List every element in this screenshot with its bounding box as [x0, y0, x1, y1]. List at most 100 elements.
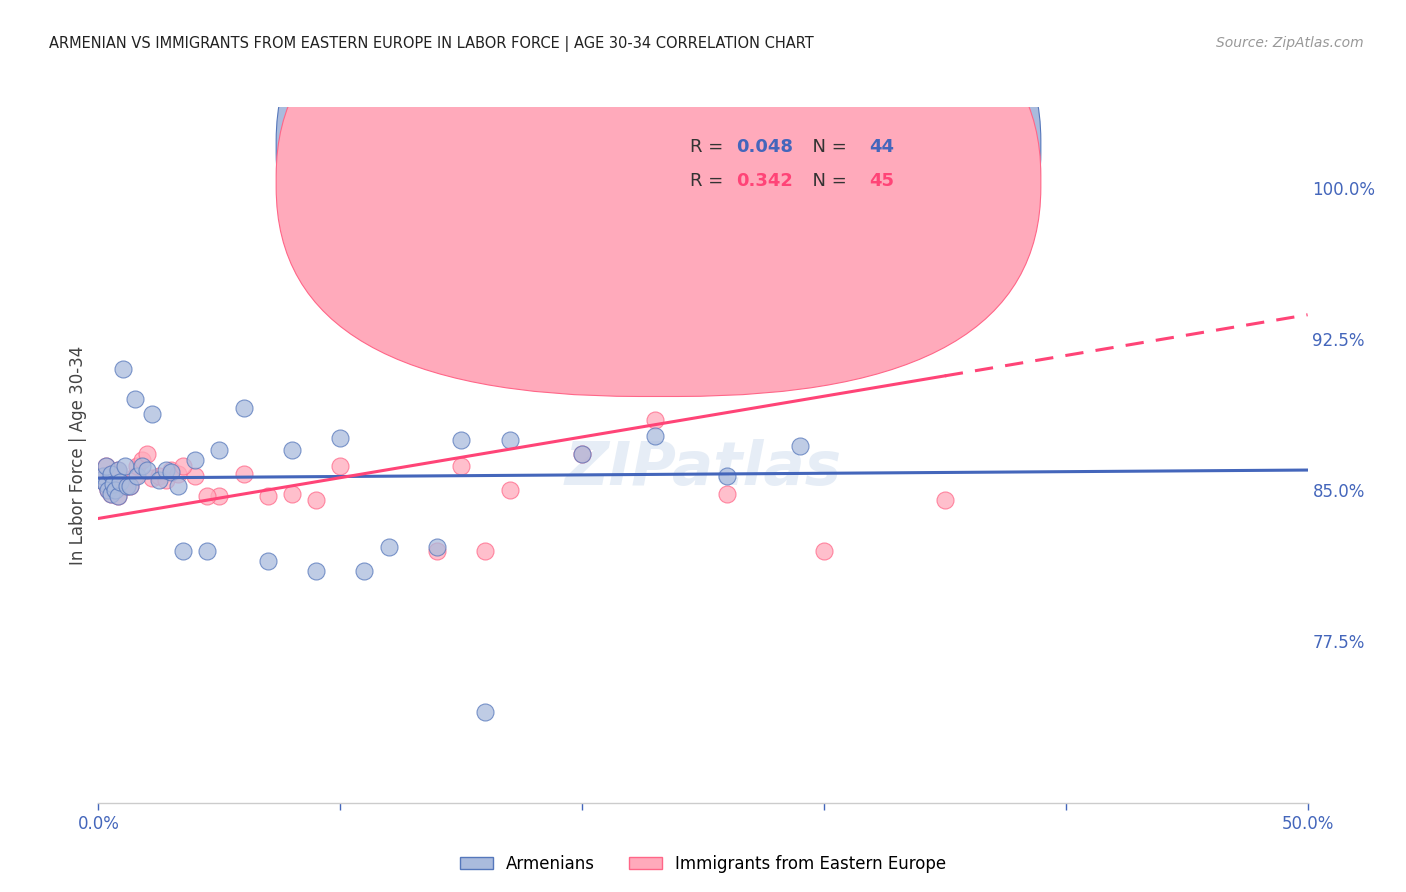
- Text: R =: R =: [690, 172, 730, 191]
- Text: 45: 45: [869, 172, 894, 191]
- FancyBboxPatch shape: [613, 118, 976, 211]
- Point: [118, 479, 141, 493]
- Point: [172, 543, 194, 558]
- Point: [108, 475, 131, 490]
- Point: [94, 458, 117, 473]
- Point: [91, 469, 114, 483]
- Point: [101, 477, 124, 491]
- Point: [256, 489, 278, 503]
- Point: [108, 475, 131, 490]
- Point: [353, 318, 375, 332]
- Point: [127, 458, 149, 473]
- Point: [426, 543, 449, 558]
- Point: [114, 458, 136, 473]
- Point: [117, 479, 139, 493]
- Point: [450, 458, 472, 473]
- Point: [498, 483, 520, 498]
- Point: [474, 705, 496, 719]
- Point: [813, 543, 835, 558]
- Y-axis label: In Labor Force | Age 30-34: In Labor Force | Age 30-34: [69, 345, 87, 565]
- Point: [498, 433, 520, 447]
- Point: [101, 477, 124, 491]
- Point: [353, 564, 375, 578]
- Point: [97, 483, 120, 498]
- Text: ARMENIAN VS IMMIGRANTS FROM EASTERN EUROPE IN LABOR FORCE | AGE 30-34 CORRELATIO: ARMENIAN VS IMMIGRANTS FROM EASTERN EURO…: [49, 36, 814, 52]
- Point: [94, 477, 117, 491]
- Point: [167, 479, 190, 493]
- Legend: Armenians, Immigrants from Eastern Europe: Armenians, Immigrants from Eastern Europ…: [453, 848, 953, 880]
- Point: [450, 433, 472, 447]
- Point: [934, 493, 956, 508]
- Point: [305, 493, 328, 508]
- Point: [107, 463, 129, 477]
- Point: [100, 487, 122, 501]
- Point: [571, 447, 593, 461]
- Point: [256, 554, 278, 568]
- Point: [107, 463, 129, 477]
- Point: [100, 467, 122, 481]
- Point: [118, 479, 141, 493]
- Point: [377, 540, 399, 554]
- Point: [141, 471, 163, 485]
- Point: [195, 543, 218, 558]
- Point: [377, 322, 399, 336]
- Point: [305, 564, 328, 578]
- Point: [160, 463, 183, 477]
- Text: Source: ZipAtlas.com: Source: ZipAtlas.com: [1216, 36, 1364, 50]
- Text: N =: N =: [801, 172, 853, 191]
- Point: [141, 407, 163, 421]
- Point: [100, 467, 122, 481]
- Point: [716, 487, 738, 501]
- Point: [167, 467, 190, 481]
- Point: [474, 543, 496, 558]
- Point: [281, 442, 304, 457]
- Point: [644, 429, 666, 443]
- Point: [90, 473, 112, 487]
- Point: [127, 469, 149, 483]
- Point: [195, 489, 218, 503]
- Point: [111, 479, 134, 493]
- Point: [789, 439, 811, 453]
- Point: [148, 469, 170, 483]
- Point: [104, 483, 127, 498]
- Point: [135, 463, 157, 477]
- Point: [644, 412, 666, 426]
- Point: [155, 463, 177, 477]
- Text: N =: N =: [801, 137, 853, 156]
- Text: R =: R =: [690, 137, 730, 156]
- Point: [131, 453, 153, 467]
- Point: [232, 401, 254, 415]
- Point: [426, 540, 449, 554]
- Point: [124, 469, 146, 483]
- Point: [131, 458, 153, 473]
- Point: [94, 458, 117, 473]
- Point: [90, 473, 112, 487]
- Point: [114, 479, 136, 493]
- Point: [716, 469, 738, 483]
- Point: [148, 473, 170, 487]
- Text: 0.342: 0.342: [737, 172, 793, 191]
- Point: [172, 458, 194, 473]
- Text: 0.048: 0.048: [737, 137, 793, 156]
- Point: [100, 487, 122, 501]
- Point: [232, 467, 254, 481]
- Point: [281, 487, 304, 501]
- Point: [117, 479, 139, 493]
- Point: [104, 483, 127, 498]
- Point: [184, 453, 207, 467]
- Point: [160, 465, 183, 479]
- Point: [184, 469, 207, 483]
- Point: [107, 489, 129, 503]
- Point: [571, 447, 593, 461]
- Point: [208, 489, 231, 503]
- Point: [329, 431, 352, 445]
- Text: 44: 44: [869, 137, 894, 156]
- Point: [107, 489, 129, 503]
- Point: [155, 473, 177, 487]
- Point: [124, 392, 146, 407]
- Point: [97, 483, 120, 498]
- Point: [329, 458, 352, 473]
- FancyBboxPatch shape: [276, 0, 1040, 396]
- Text: ZIPatlas: ZIPatlas: [564, 440, 842, 499]
- Point: [91, 469, 114, 483]
